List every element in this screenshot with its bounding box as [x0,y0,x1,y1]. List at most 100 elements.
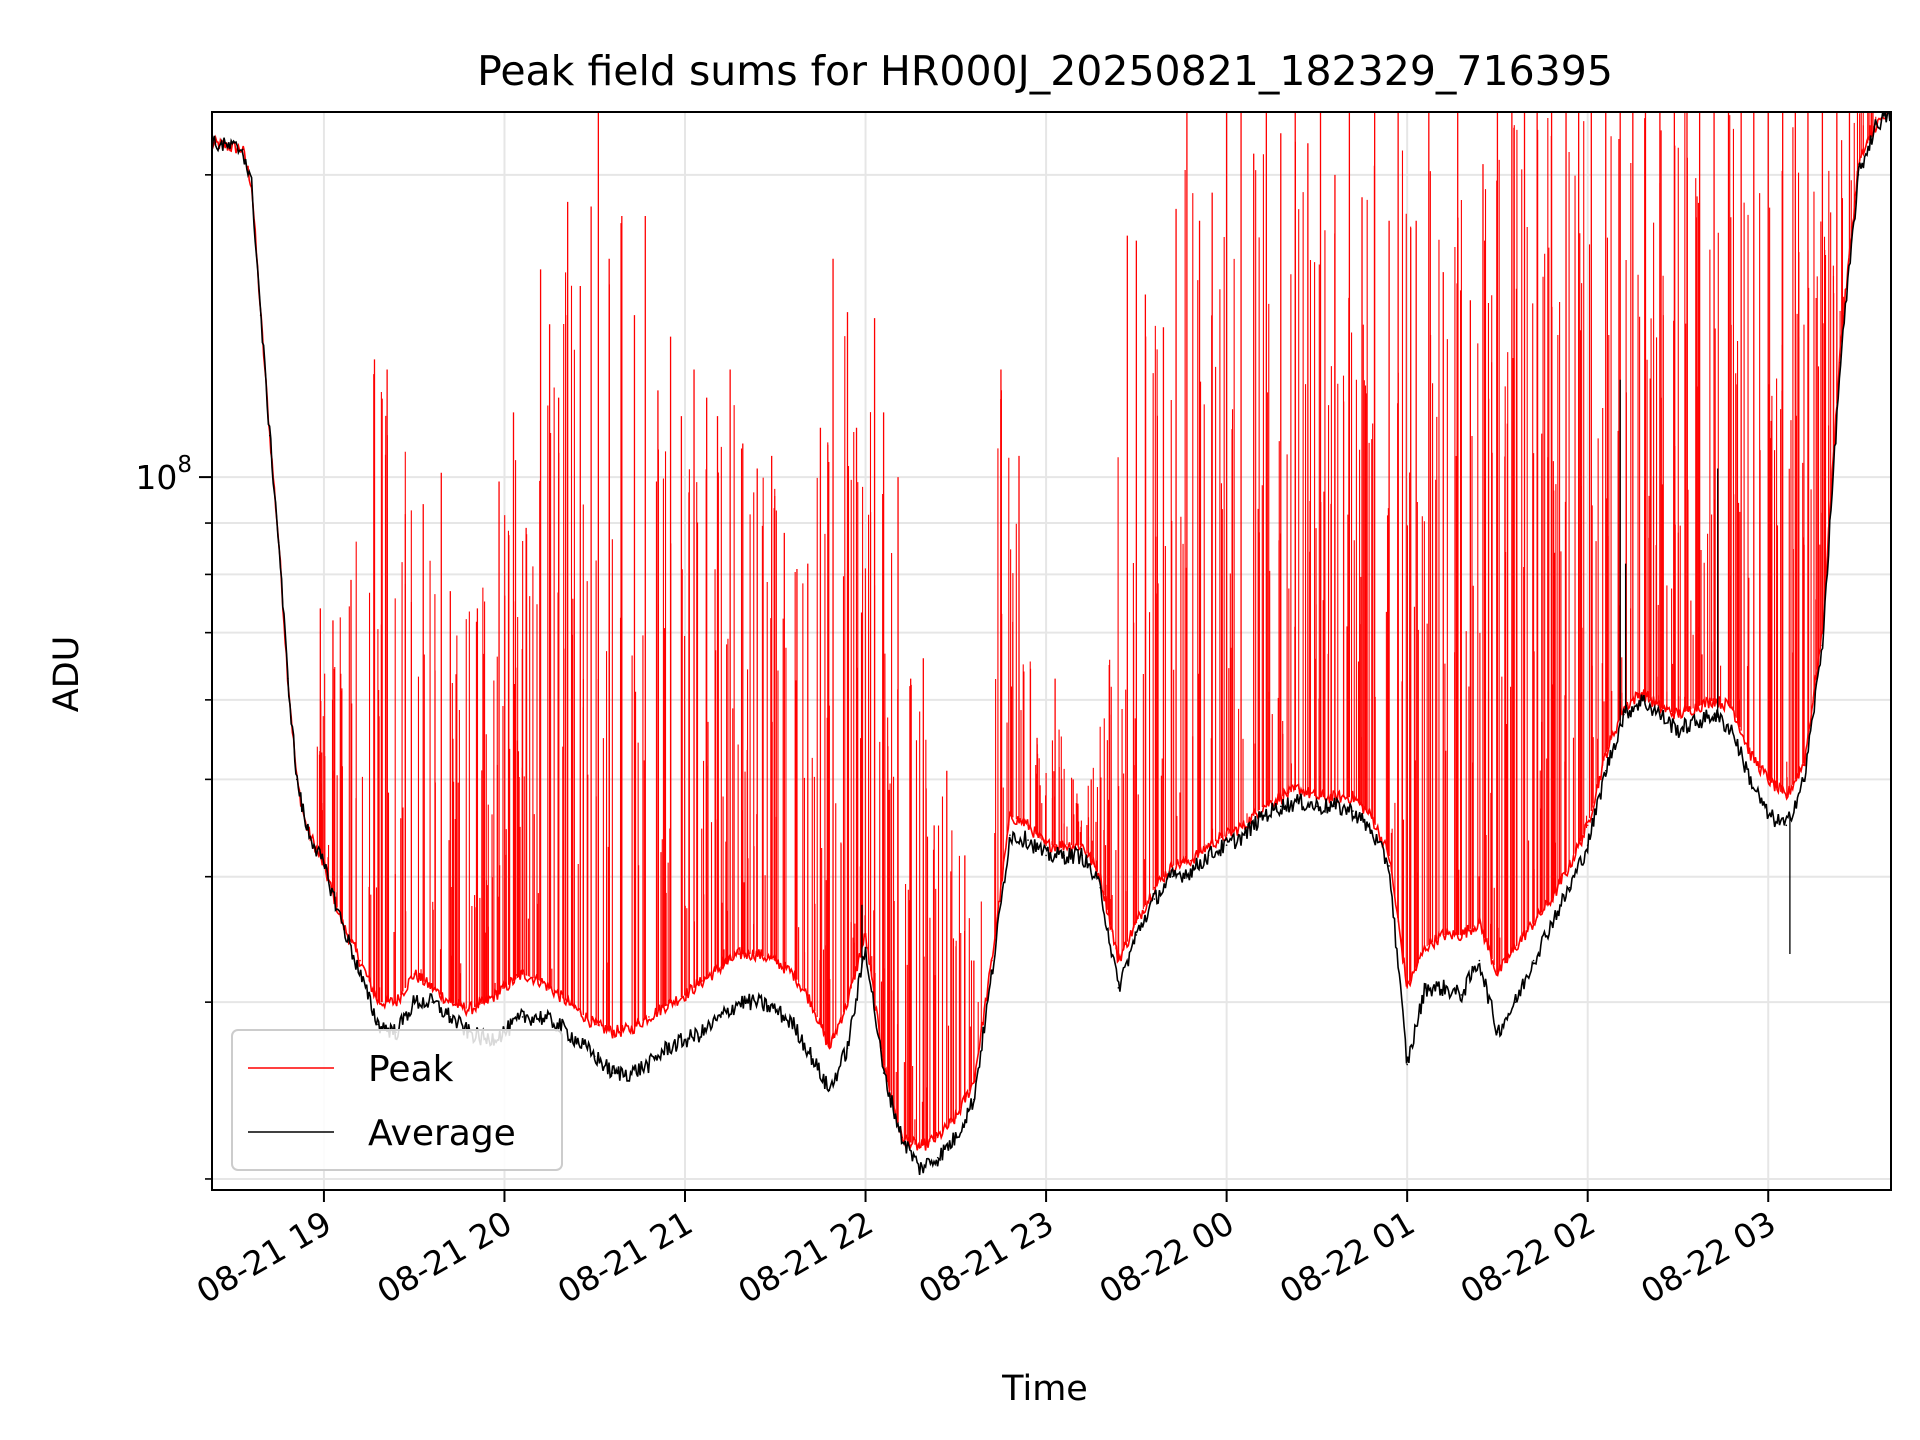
data-point [1478,959,1481,962]
data-point [1316,805,1318,808]
data-point [250,185,253,187]
data-point [521,1016,524,1018]
data-point [1171,875,1174,878]
y-axis-label: ADU [47,636,87,713]
data-point [936,1136,939,1139]
data-point [1749,753,1751,755]
data-point [1659,713,1661,716]
data-point [1081,854,1083,857]
data-point [611,1072,614,1074]
data-point [1207,854,1210,857]
data-point [666,1047,668,1049]
data-point [630,1072,632,1074]
data-point [593,1055,596,1058]
data-point [1406,1063,1408,1066]
data-point [1352,796,1354,798]
data-point [918,1167,921,1169]
data-point [991,959,993,962]
data-point [1514,946,1517,949]
legend-box [231,1029,563,1171]
data-point [1117,959,1120,962]
data-point [1135,934,1138,936]
data-point [828,1089,831,1092]
data-point [1117,987,1120,989]
data-point [1695,721,1697,724]
data-point [1243,824,1246,827]
data-point [1027,824,1029,827]
data-point [1857,174,1860,176]
data-point [539,1016,542,1018]
data-point [900,1136,903,1139]
data-point [1442,987,1445,989]
data-point [1586,824,1589,827]
data-point [1623,706,1625,709]
data-point [1243,834,1246,836]
data-point [1677,729,1679,731]
data-point [575,1008,578,1011]
data-point [1641,691,1643,694]
data-point [792,973,795,975]
data-point [268,434,271,437]
data-point [296,778,298,781]
data-point [1713,713,1715,716]
data-point [1153,898,1156,900]
data-point [1352,810,1354,812]
data-point [1641,699,1643,701]
data-point [1875,122,1878,125]
data-point [1586,844,1589,846]
y-tick-label: 108 [135,452,192,497]
data-point [684,1039,686,1041]
data-point [277,542,280,544]
data-point [882,1072,885,1074]
data-point [259,314,262,316]
data-point [1045,854,1047,857]
data-point [792,1023,795,1026]
data-point [1604,769,1607,772]
data-point [1298,800,1300,803]
data-point [377,1023,379,1026]
data-point [810,1055,813,1058]
data-point [648,1063,650,1066]
data-point [413,973,416,975]
data-point [1785,796,1788,798]
data-point [1623,713,1625,716]
data-point [359,959,361,962]
data-point [1279,805,1282,808]
data-point [341,921,343,924]
data-point [1550,921,1553,924]
data-point [557,1023,560,1026]
data-point [1767,814,1770,817]
data-point [702,1031,704,1034]
data-point [991,973,993,975]
data-point [1406,987,1408,989]
data-point [1009,834,1011,836]
data-point [1803,778,1806,781]
data-point [774,1008,777,1011]
series-peak [212,112,1891,1151]
chart-title: Peak field sums for HR000J_20250821_1823… [477,47,1613,95]
data-point [1514,1001,1517,1003]
data-point [1424,987,1427,989]
data-point [1189,870,1192,873]
data-point [1027,839,1029,841]
data-point [846,1047,849,1049]
data-point [1839,361,1842,364]
legend: Peak Average [231,1029,563,1171]
data-point [449,1016,452,1018]
y-tick-label-base: 10 [135,458,177,497]
data-point [1568,886,1571,889]
data-point [1731,729,1733,731]
data-point [955,1136,957,1139]
data-point [1316,796,1318,798]
data-point [1821,644,1824,647]
data-point [323,865,325,867]
data-point [1261,814,1264,817]
legend-label-average: Average [368,1113,516,1154]
data-point [1207,844,1210,846]
data-point [1225,844,1228,846]
data-point [359,973,361,975]
data-point [738,953,740,955]
data-point [864,946,867,949]
data-point [973,1098,975,1101]
plot-area [212,112,1891,1175]
